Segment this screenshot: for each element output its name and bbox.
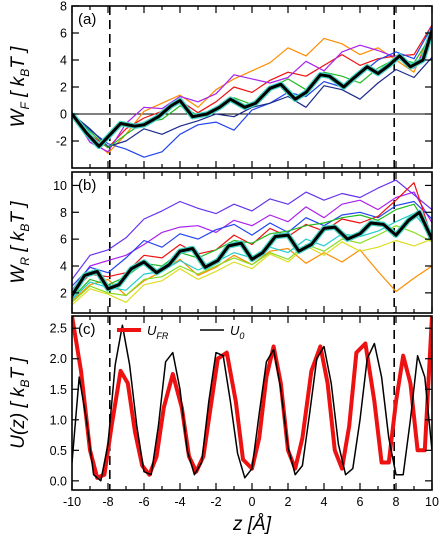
x-tick-label: 2 [285, 495, 292, 509]
x-axis-label-unit: [Å] [247, 514, 272, 535]
y-tick-label: 2 [60, 286, 67, 300]
x-tick-label: -8 [102, 495, 113, 509]
series-line-1 [72, 210, 432, 297]
y-axis-label: U(z) [ kBT ] [8, 357, 32, 449]
legend-label: U0 [230, 323, 244, 341]
y-tick-label: 8 [60, 0, 67, 14]
legend-label-symbol: U [230, 323, 240, 338]
x-tick-label: -2 [210, 495, 221, 509]
panel-3: 0.0 0.5 1.0 1.5 2.0 2.5 -10 -8 -6 -4 -2 0 2 4 6 8 10 (c) U… [8, 315, 439, 535]
panel-plot-area [72, 6, 432, 168]
panel-label: (a) [78, 11, 96, 28]
y-tick-label: 0 [60, 108, 67, 122]
y-axis-label-subscript: R [18, 257, 32, 266]
y-tick-label: 2.0 [50, 352, 67, 366]
x-tick-label: 4 [321, 495, 328, 509]
y-axis-label: WR [ kBT ] [8, 201, 32, 284]
panel-frame [71, 171, 433, 314]
y-axis-label-unit-close: T ] [8, 201, 29, 224]
series-line-2 [72, 324, 432, 482]
y-tick-label: 1.5 [50, 383, 67, 397]
y-axis-label-unit-open: [ k [8, 75, 29, 102]
series-line-4 [72, 179, 432, 280]
y-axis-label-symbol: W [8, 264, 29, 284]
y-axis-label-unit-subscript: B [18, 224, 32, 232]
x-axis-label: z [Å] [232, 514, 272, 535]
x-tick-label: 10 [425, 495, 439, 509]
y-axis-label-unit-open: [ k [8, 386, 29, 413]
x-axis-label-symbol: z [232, 514, 248, 535]
legend-label-symbol: U [147, 323, 157, 338]
legend-label: UFR [147, 323, 169, 341]
x-tick-label: -4 [174, 495, 185, 509]
y-tick-label: 1.0 [50, 413, 67, 427]
x-tick-label: -10 [63, 495, 81, 509]
y-axis-label-unit-open: [ k [8, 230, 29, 257]
y-tick-label: -2 [56, 135, 67, 149]
series-line-9 [72, 238, 432, 306]
y-axis-label-unit-close: T ] [8, 46, 29, 69]
y-tick-label: 2.5 [50, 322, 67, 336]
y-tick-label: 8 [60, 206, 67, 220]
y-axis-label-symbol: U(z) [8, 413, 29, 449]
legend-label-subscript: FR [156, 331, 168, 341]
panel-1: -2 0 2 4 6 8 (a) WF [ kBT ] [8, 0, 433, 169]
panel-plot-area [72, 172, 432, 313]
series-line-8 [72, 225, 432, 303]
panel-frame [71, 5, 433, 169]
panel-label: (b) [78, 177, 96, 194]
y-axis-label-unit-subscript: B [18, 379, 32, 387]
series-line-3 [72, 24, 432, 149]
x-tick-label: 0 [249, 495, 256, 509]
y-axis-label-unit-close: T ] [8, 357, 29, 380]
series-line-7 [72, 33, 432, 149]
series-line-5 [72, 25, 432, 158]
y-tick-label: 4 [60, 260, 67, 274]
series-line-1 [72, 28, 432, 148]
panel-plot-area [72, 316, 432, 490]
y-tick-label: 2 [60, 81, 67, 95]
series-line-1 [72, 316, 432, 480]
y-tick-label: 0.0 [50, 474, 67, 488]
x-tick-label: -6 [138, 495, 149, 509]
y-tick-label: 10 [53, 179, 67, 193]
y-axis-label: WF [ kBT ] [8, 46, 32, 128]
x-tick-label: 6 [357, 495, 364, 509]
legend-label-subscript: 0 [239, 331, 244, 341]
y-tick-label: 6 [60, 233, 67, 247]
x-tick-label: 8 [393, 495, 400, 509]
panel-2: 2 4 6 8 10 (b) WR [ kBT ] [8, 171, 433, 314]
y-axis-label-symbol: W [8, 107, 29, 127]
series-line-5 [72, 200, 432, 287]
y-tick-label: 0.5 [50, 444, 67, 458]
y-tick-label: 4 [60, 54, 67, 68]
y-tick-label: 6 [60, 27, 67, 41]
series-line-4 [72, 37, 432, 153]
y-axis-label-subscript: F [18, 101, 32, 109]
panel-label: (c) [78, 321, 96, 338]
y-axis-label-unit-subscript: B [18, 69, 32, 77]
